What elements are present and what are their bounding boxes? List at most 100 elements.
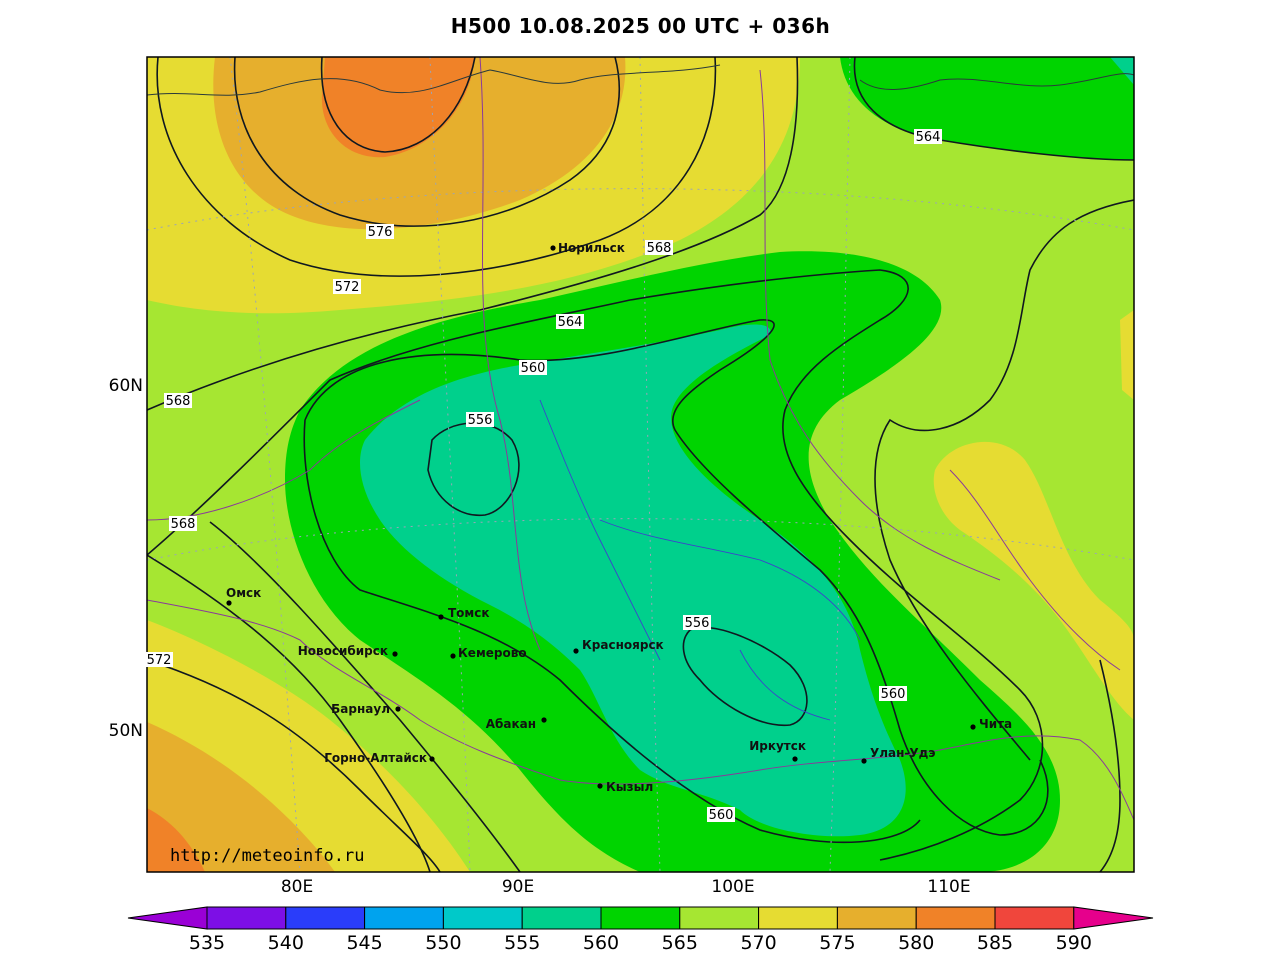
fill-575-580-east-edge (1120, 310, 1134, 400)
colorbar-tick-label: 540 (268, 932, 304, 954)
axis-labels: 80E 90E 100E 110E 60N 50N (109, 376, 971, 897)
city-marker: Томск (438, 606, 490, 620)
contour-label: 556 (683, 615, 711, 631)
colorbar-extend-low (127, 906, 208, 930)
svg-text:Чита: Чита (979, 717, 1012, 731)
svg-text:Томск: Томск (448, 606, 490, 620)
colorbar-swatch (915, 906, 996, 930)
city-marker: Новосибирск (298, 644, 398, 658)
city-marker: Норильск (550, 241, 625, 255)
svg-text:564: 564 (558, 315, 583, 330)
svg-text:Кемерово: Кемерово (458, 646, 527, 660)
colorbar-tick-label: 555 (504, 932, 540, 954)
colorbar-tick-label: 560 (583, 932, 619, 954)
city-marker: Чита (970, 717, 1012, 731)
svg-text:Улан-Удэ: Улан-Удэ (870, 746, 935, 760)
rivers (539, 399, 861, 721)
colorbar-tick-label: 535 (189, 932, 225, 954)
fill-560-565-northeast (840, 57, 1134, 160)
svg-text:568: 568 (647, 241, 672, 256)
colorbar-tick-label: 545 (346, 932, 382, 954)
map-frame (146, 56, 1135, 873)
colorbar-tick-label: 580 (898, 932, 934, 954)
city-marker: Горно-Алтайск (324, 751, 435, 765)
city-marker: Кызыл (597, 780, 653, 794)
colorbar-swatch (758, 906, 838, 930)
svg-text:560: 560 (709, 808, 734, 823)
svg-text:Кызыл: Кызыл (606, 780, 653, 794)
contour-label-group: 576 572 568 568 568 564 564 560 556 572 … (145, 129, 942, 823)
svg-text:Новосибирск: Новосибирск (298, 644, 388, 658)
svg-text:Омск: Омск (226, 586, 261, 600)
svg-text:568: 568 (166, 394, 191, 409)
contour-lines (147, 57, 1134, 872)
colorbar-swatch (600, 906, 681, 930)
contour-label: 568 (645, 240, 673, 256)
contour-label: 572 (145, 652, 173, 668)
city-marker: Иркутск (749, 739, 806, 762)
colorbar-swatch (836, 906, 917, 930)
fill-555-560-ne-corner (1110, 57, 1134, 85)
svg-text:Норильск: Норильск (558, 241, 625, 255)
colorbar-swatch (679, 906, 760, 930)
svg-text:Барнаул: Барнаул (331, 702, 390, 716)
svg-text:568: 568 (171, 517, 196, 532)
city-markers: Норильск Омск Томск Новосибирск Кемерово… (226, 241, 1012, 794)
svg-text:560: 560 (881, 687, 906, 702)
city-marker: Омск (226, 586, 261, 606)
lat-tick: 50N (109, 721, 143, 741)
contour-label: 564 (914, 129, 942, 145)
colorbar-swatch (994, 906, 1075, 930)
colorbar: 535 540 545 550 555 560 565 570 575 580 585 590 (127, 906, 1154, 954)
svg-text:576: 576 (368, 225, 393, 240)
contour-label: 572 (333, 279, 361, 295)
coastline (147, 64, 1134, 96)
colorbar-tick-label: 585 (977, 932, 1013, 954)
lon-tick: 110E (927, 877, 970, 897)
colorbar-swatch (521, 906, 602, 930)
city-marker: Улан-Удэ (861, 746, 935, 764)
lon-tick: 100E (711, 877, 754, 897)
colorbar-tick-label: 565 (662, 932, 698, 954)
fill-580-585-south (147, 722, 335, 872)
fill-555-560-main (360, 324, 906, 837)
colorbar-extend-high (1073, 906, 1154, 930)
svg-text:Красноярск: Красноярск (582, 638, 664, 652)
svg-text:556: 556 (468, 413, 493, 428)
contour-label: 560 (879, 686, 907, 702)
contour-label: 568 (169, 516, 197, 532)
svg-text:564: 564 (916, 130, 941, 145)
city-marker: Красноярск (573, 638, 664, 654)
svg-text:Иркутск: Иркутск (749, 739, 806, 753)
contour-label: 568 (164, 393, 192, 409)
svg-text:572: 572 (147, 653, 172, 668)
map-area (147, 57, 1134, 872)
colorbar-tick-label: 575 (819, 932, 855, 954)
svg-text:Горно-Алтайск: Горно-Алтайск (324, 751, 427, 765)
graticule (147, 57, 1134, 872)
colorbar-tick-label: 570 (740, 932, 776, 954)
city-marker: Абакан (486, 717, 547, 731)
colorbar-tick-label: 550 (425, 932, 461, 954)
map-title: H500 10.08.2025 00 UTC + 036h (450, 14, 831, 38)
colorbar-swatch (364, 906, 444, 930)
borders (147, 57, 1134, 821)
colorbar-tick-label: 590 (1056, 932, 1092, 954)
colorbar-swatch (285, 906, 366, 930)
contour-label: 576 (366, 224, 394, 240)
svg-text:556: 556 (685, 616, 710, 631)
contour-label: 564 (556, 314, 584, 330)
source-credit: http://meteoinfo.ru (170, 846, 364, 866)
city-marker: Барнаул (331, 702, 401, 716)
lat-tick: 60N (109, 376, 143, 396)
lon-tick: 90E (502, 877, 534, 897)
city-marker: Кемерово (450, 646, 527, 660)
fill-585-590-south (147, 808, 205, 872)
contour-label: 560 (519, 360, 547, 376)
colorbar-swatch (206, 906, 287, 930)
svg-text:560: 560 (521, 361, 546, 376)
contour-label: 556 (466, 412, 494, 428)
lon-tick: 80E (281, 877, 313, 897)
colorbar-swatch (442, 906, 523, 930)
